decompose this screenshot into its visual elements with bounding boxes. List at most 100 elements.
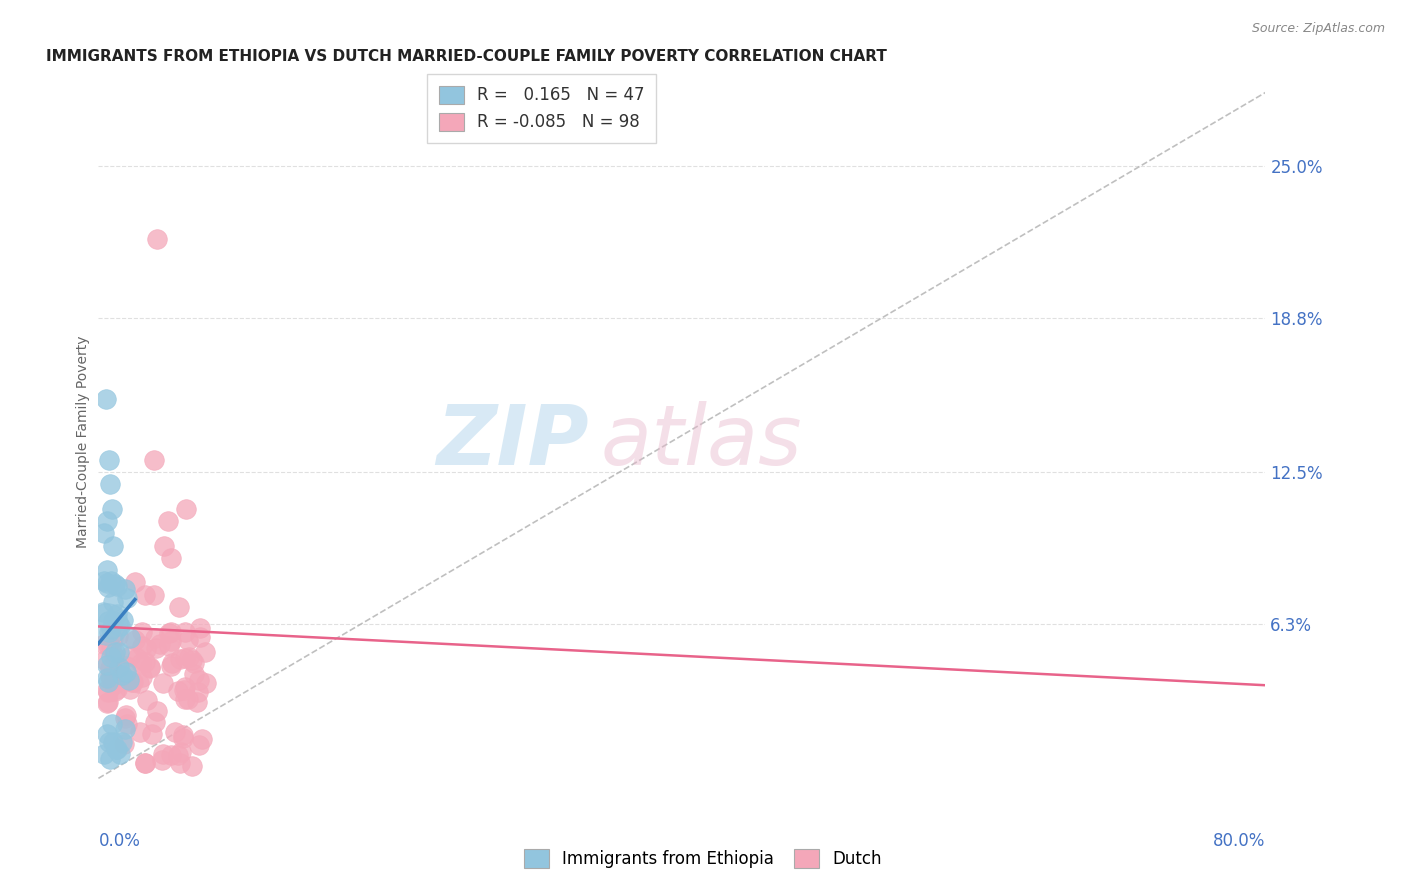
Point <box>104 577 127 591</box>
Point <box>177 692 200 706</box>
Point <box>129 724 152 739</box>
Point <box>97 580 120 594</box>
Point <box>180 759 202 773</box>
Point <box>100 622 122 636</box>
Point <box>179 649 201 664</box>
Text: 80.0%: 80.0% <box>1213 831 1265 850</box>
Point <box>169 756 191 771</box>
Point <box>141 727 163 741</box>
Point <box>167 748 190 763</box>
Point <box>188 738 211 752</box>
Point <box>96 682 118 697</box>
Point <box>105 607 128 621</box>
Point <box>96 514 118 528</box>
Point <box>97 674 120 689</box>
Y-axis label: Married-Couple Family Poverty: Married-Couple Family Poverty <box>76 335 90 548</box>
Point <box>97 638 120 652</box>
Point <box>107 629 129 643</box>
Point <box>169 745 191 759</box>
Point <box>194 645 217 659</box>
Point <box>191 731 214 746</box>
Point <box>157 514 180 528</box>
Point <box>134 655 156 669</box>
Point <box>165 725 187 739</box>
Point <box>94 392 117 406</box>
Point <box>143 632 166 646</box>
Point <box>104 742 127 756</box>
Point <box>159 625 181 640</box>
Point <box>111 734 134 748</box>
Point <box>183 656 205 670</box>
Point <box>105 681 128 696</box>
Legend: R =   0.165   N = 47, R = -0.085   N = 98: R = 0.165 N = 47, R = -0.085 N = 98 <box>427 74 657 143</box>
Point <box>187 684 209 698</box>
Point <box>97 453 120 467</box>
Point <box>100 640 122 654</box>
Point <box>97 685 120 699</box>
Point <box>160 656 183 670</box>
Point <box>110 747 132 761</box>
Point <box>145 704 167 718</box>
Point <box>134 588 156 602</box>
Point <box>149 637 172 651</box>
Point <box>115 659 138 673</box>
Point <box>172 728 194 742</box>
Point <box>129 657 152 671</box>
Point <box>96 658 118 673</box>
Point <box>93 574 115 589</box>
Point <box>118 631 141 645</box>
Point <box>112 737 135 751</box>
Point <box>96 576 118 591</box>
Point <box>181 653 204 667</box>
Point <box>145 641 167 656</box>
Point <box>157 625 180 640</box>
Point <box>114 711 136 725</box>
Point <box>142 588 165 602</box>
Point <box>174 625 197 640</box>
Point <box>177 633 200 648</box>
Point <box>125 651 148 665</box>
Text: ZIP: ZIP <box>436 401 589 482</box>
Point <box>101 632 124 646</box>
Point <box>100 717 122 731</box>
Point <box>167 599 190 614</box>
Point <box>160 747 183 762</box>
Point <box>96 727 118 741</box>
Point <box>187 673 209 687</box>
Point <box>100 502 122 516</box>
Point <box>121 675 143 690</box>
Point <box>153 539 176 553</box>
Point <box>115 708 138 723</box>
Point <box>100 574 122 588</box>
Point <box>93 526 115 541</box>
Point <box>96 563 118 577</box>
Point <box>98 661 121 675</box>
Point <box>114 582 136 596</box>
Point <box>172 731 194 745</box>
Point <box>134 756 156 770</box>
Point <box>93 747 115 761</box>
Point <box>120 648 142 663</box>
Point <box>152 747 174 762</box>
Point <box>120 681 142 696</box>
Point <box>96 617 118 632</box>
Point <box>169 652 191 666</box>
Point <box>159 659 181 673</box>
Point <box>104 684 127 698</box>
Point <box>160 550 183 565</box>
Point <box>101 675 124 690</box>
Point <box>103 649 125 664</box>
Point <box>101 595 124 609</box>
Point <box>118 673 141 688</box>
Point <box>115 591 138 606</box>
Point <box>174 651 197 665</box>
Point <box>101 615 124 629</box>
Point <box>97 624 120 639</box>
Point <box>131 640 153 654</box>
Point <box>152 676 174 690</box>
Point <box>101 539 124 553</box>
Point <box>96 696 118 710</box>
Point <box>115 717 138 731</box>
Point <box>100 650 122 665</box>
Point <box>122 675 145 690</box>
